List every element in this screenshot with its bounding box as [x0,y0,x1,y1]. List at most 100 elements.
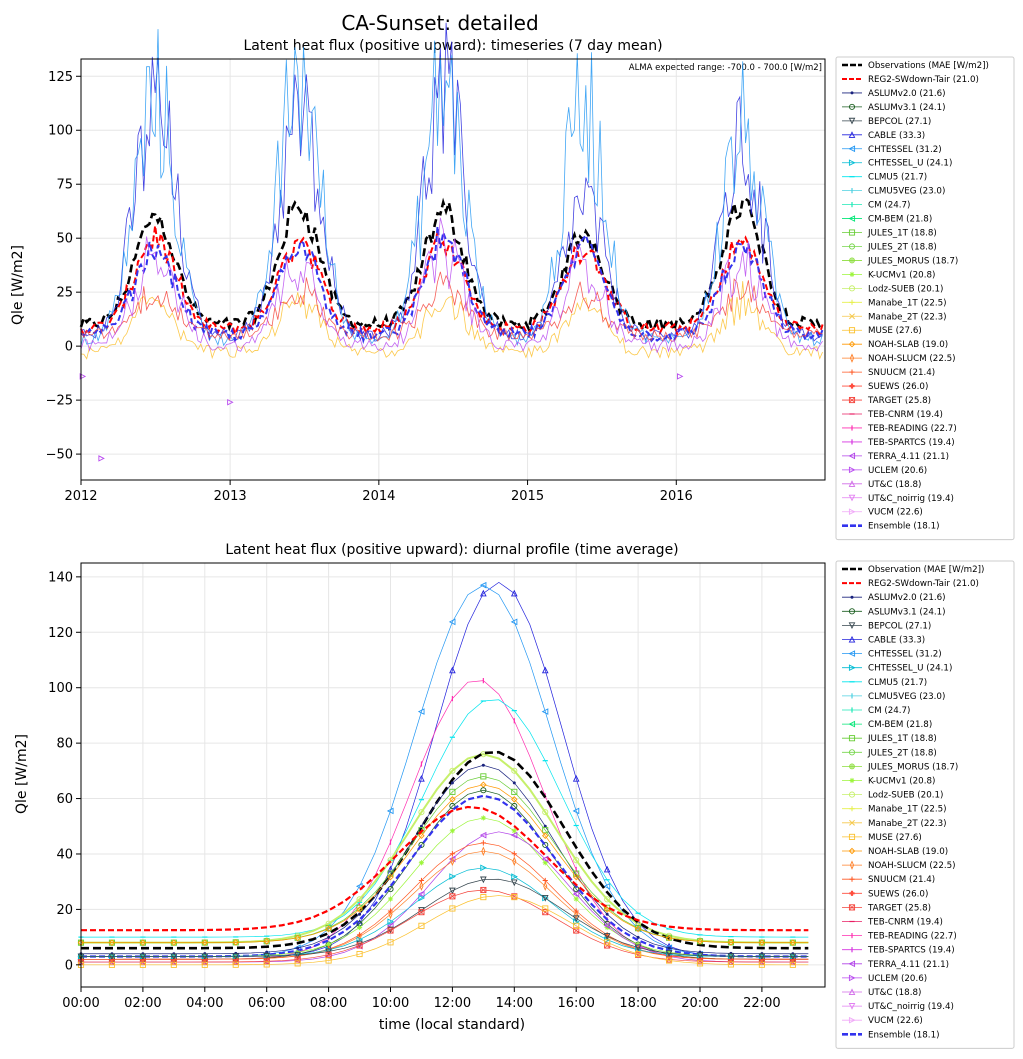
timeseries-legend-marker [848,396,856,404]
diurnal-series-marker [450,856,455,866]
diurnal-series-marker [758,939,766,946]
diurnal-series-marker [480,886,487,894]
diurnal-legend-label: VUCM (22.6) [868,1016,923,1026]
diurnal-legend-label: BEPCOL (27.1) [868,621,931,631]
diurnal-series-marker [542,860,548,866]
diurnal-series-marker [387,896,394,902]
diurnal-legend-label: TERRA_4.11 (21.1) [867,960,949,970]
timeseries-ytick-label: 100 [48,124,73,139]
timeseries-legend-label: CLMU5 (21.7) [868,173,927,183]
diurnal-series-marker [511,894,518,901]
timeseries-ytick-label: 0 [65,340,73,355]
diurnal-series-marker [387,927,394,934]
diurnal-series-marker [294,956,301,963]
diurnal-series-marker [604,942,611,949]
timeseries-legend-label: CABLE (33.3) [868,131,925,141]
timeseries-outlier-point [98,455,105,462]
diurnal-legend-marker [848,720,856,728]
diurnal-legend-label: NOAH-SLAB (19.0) [868,847,948,857]
diurnal-legend-label: TEB-READING (22.7) [867,932,957,942]
diurnal-series-marker [481,846,486,856]
diurnal-ylabel: Qle [W/m2] [14,734,30,814]
timeseries-legend-marker [849,271,855,277]
diurnal-series-marker [543,824,547,828]
diurnal-ytick-label: 40 [56,847,73,862]
diurnal-series-marker [727,953,735,960]
timeseries-ticks: 2012 2013 2014 2015 2016 −50 −25 0 25 50 75 100 125 [46,70,693,504]
diurnal-series-marker [541,855,549,863]
timeseries-legend-marker [848,131,856,138]
diurnal-legend-label: TEB-SPARTCS (19.4) [867,946,955,956]
diurnal-legend-label: CHTESSEL_U (24.1) [868,664,952,674]
diurnal-legend-label: CABLE (33.3) [868,636,925,646]
diurnal-series-marker [696,952,704,960]
timeseries-legend-label: TARGET (25.8) [867,396,931,406]
timeseries-ytick-label: 25 [56,286,73,301]
timeseries-legend-marker [850,91,854,95]
diurnal-series-marker [480,840,486,846]
diurnal-series-marker [696,960,704,967]
diurnal-series-marker [511,828,517,834]
diurnal-series-marker [387,918,395,926]
diurnal-series-line [81,680,809,960]
timeseries-legend-label: TERRA_4.11 (21.1) [867,452,949,462]
diurnal-series-marker [263,958,270,965]
timeseries-xtick-label: 2014 [362,489,395,504]
diurnal-series-marker [572,915,580,923]
timeseries-legend-label: Ensemble (18.1) [868,522,940,532]
diurnal-series-marker [667,946,671,950]
timeseries-ytick-label: −50 [46,448,73,463]
diurnal-series-marker [232,953,240,961]
diurnal-series-marker [480,787,487,794]
diurnal-xtick-label: 10:00 [372,996,409,1011]
timeseries-xtick-label: 2016 [660,489,693,504]
diurnal-series-marker [604,942,610,949]
diurnal-series-marker [511,796,518,803]
diurnal-legend-label: CLMU5VEG (23.0) [868,692,945,702]
timeseries-xtick-label: 2012 [64,489,97,504]
diurnal-series-marker [634,925,642,933]
diurnal-series-marker [542,832,549,840]
timeseries-legend-label: UT&C (18.8) [868,480,921,490]
diurnal-legend-marker [848,635,856,643]
diurnal-series-marker [418,832,425,840]
diurnal-xtick-label: 18:00 [619,996,656,1011]
diurnal-legend-box [835,560,1015,1049]
diurnal-legend-marker [848,622,856,630]
diurnal-legend-marker [848,664,856,672]
diurnal-legend-label: UT&C (18.8) [868,988,921,998]
diurnal-series-marker [418,894,426,902]
diurnal-series-marker [325,957,332,964]
diurnal-series-marker [108,953,116,961]
diurnal-series-marker [449,887,456,895]
timeseries-legend-label: CHTESSEL (31.2) [868,145,942,155]
diurnal-series-marker [170,953,178,961]
diurnal-xtick-label: 08:00 [310,996,347,1011]
timeseries-legend-marker [849,397,855,403]
diurnal-xtick-label: 00:00 [62,996,99,1011]
diurnal-series-marker [603,865,611,873]
diurnal-series-marker [356,924,363,931]
diurnal-legend-marker [848,847,856,855]
diurnal-xlabel: time (local standard) [379,1017,525,1033]
diurnal-series-marker [356,942,363,949]
diurnal-series-marker [356,906,363,913]
diurnal-series-line [80,584,809,957]
diurnal-legend-marker [848,791,856,798]
diurnal-series-marker [541,894,549,902]
diurnal-series-marker [325,951,332,958]
timeseries-legend-label: K-UCMv1 (20.8) [868,270,935,280]
timeseries-legend-marker [848,243,856,250]
diurnal-legend-marker [849,860,855,870]
diurnal-ytick-label: 140 [48,570,73,585]
diurnal-series-marker [512,781,516,785]
diurnal-legend-label: CHTESSEL (31.2) [868,650,942,660]
diurnal-series-marker [232,939,239,946]
diurnal-series-marker [603,882,611,890]
diurnal-series-marker [603,922,611,929]
diurnal-series-marker [387,908,394,914]
diurnal-series-marker [418,809,425,816]
diurnal-series-marker [139,939,147,946]
timeseries-legend-marker [849,353,855,363]
diurnal-legend-marker [848,960,856,968]
